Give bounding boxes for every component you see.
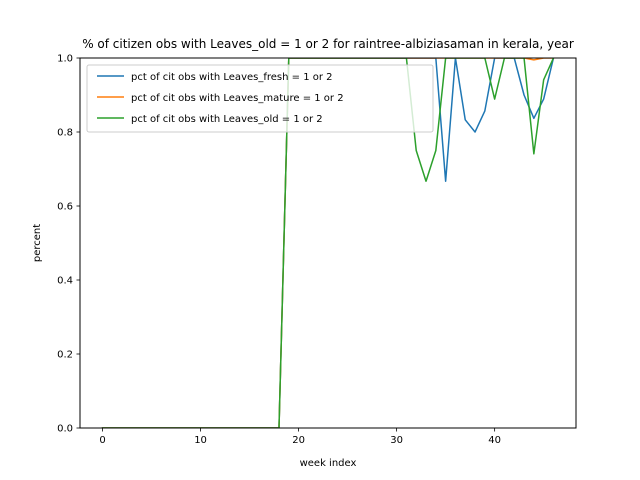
x-tick-label: 10 — [194, 435, 207, 446]
y-tick-label: 0.4 — [57, 276, 73, 287]
series-layer — [101, 58, 555, 428]
legend-label-2: pct of cit obs with Leaves_mature = 1 or… — [131, 93, 344, 104]
y-tick-label: 0.6 — [57, 202, 73, 213]
y-tick-label: 1.0 — [57, 54, 73, 65]
legend-box — [86, 64, 434, 133]
series-line-1 — [101, 58, 555, 428]
x-axis-label: week index — [300, 458, 357, 469]
plot-frame — [79, 57, 577, 429]
y-tick-label: 0.8 — [57, 128, 73, 139]
x-tick-label: 20 — [292, 435, 305, 446]
x-tick-label: 0 — [99, 435, 105, 446]
ticks-layer: 0 10 20 30 40 0.0 0.2 0.4 0.6 0.8 1.0 — [57, 54, 501, 447]
x-tick-label: 30 — [390, 435, 403, 446]
legend-label-1: pct of cit obs with Leaves_fresh = 1 or … — [131, 72, 333, 83]
y-axis-label: percent — [32, 224, 43, 262]
x-tick-label: 40 — [488, 435, 501, 446]
legend-label-3: pct of cit obs with Leaves_old = 1 or 2 — [131, 114, 323, 125]
legend: pct of cit obs with Leaves_fresh = 1 or … — [86, 64, 434, 133]
legend-items: pct of cit obs with Leaves_fresh = 1 or … — [97, 72, 344, 125]
chart-title: % of citizen obs with Leaves_old = 1 or … — [82, 37, 574, 51]
y-tick-label: 0.2 — [57, 350, 73, 361]
y-tick-label: 0.0 — [57, 424, 73, 435]
